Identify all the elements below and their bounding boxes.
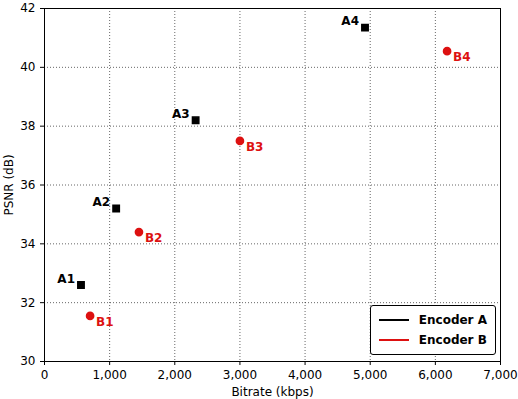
svg-text:A3: A3 <box>172 107 190 121</box>
svg-text:A4: A4 <box>341 14 359 28</box>
svg-text:32: 32 <box>20 296 35 310</box>
svg-text:B1: B1 <box>96 315 114 329</box>
svg-text:6,000: 6,000 <box>418 368 452 382</box>
svg-text:B4: B4 <box>453 50 471 64</box>
svg-text:7,000: 7,000 <box>483 368 517 382</box>
html-text:Encoder A: Encoder A <box>418 313 487 327</box>
svg-text:3,000: 3,000 <box>223 368 257 382</box>
svg-text:B2: B2 <box>145 231 163 245</box>
svg-text:0: 0 <box>41 368 49 382</box>
svg-text:A1: A1 <box>57 272 75 286</box>
svg-text:4,000: 4,000 <box>288 368 322 382</box>
svg-text:A2: A2 <box>93 195 111 209</box>
svg-text:2,000: 2,000 <box>158 368 192 382</box>
html-text:Encoder B: Encoder B <box>418 333 487 347</box>
svg-text:36: 36 <box>20 178 35 192</box>
svg-text:PSNR (dB): PSNR (dB) <box>2 154 16 215</box>
svg-text:40: 40 <box>20 60 35 74</box>
svg-text:1,000: 1,000 <box>92 368 126 382</box>
svg-text:42: 42 <box>20 1 35 15</box>
svg-text:30: 30 <box>20 354 35 368</box>
svg-text:5,000: 5,000 <box>353 368 387 382</box>
svg-text:B3: B3 <box>246 140 264 154</box>
svg-text:Bitrate (kbps): Bitrate (kbps) <box>231 385 313 399</box>
svg-text:34: 34 <box>20 237 35 251</box>
svg-text:38: 38 <box>20 119 35 133</box>
